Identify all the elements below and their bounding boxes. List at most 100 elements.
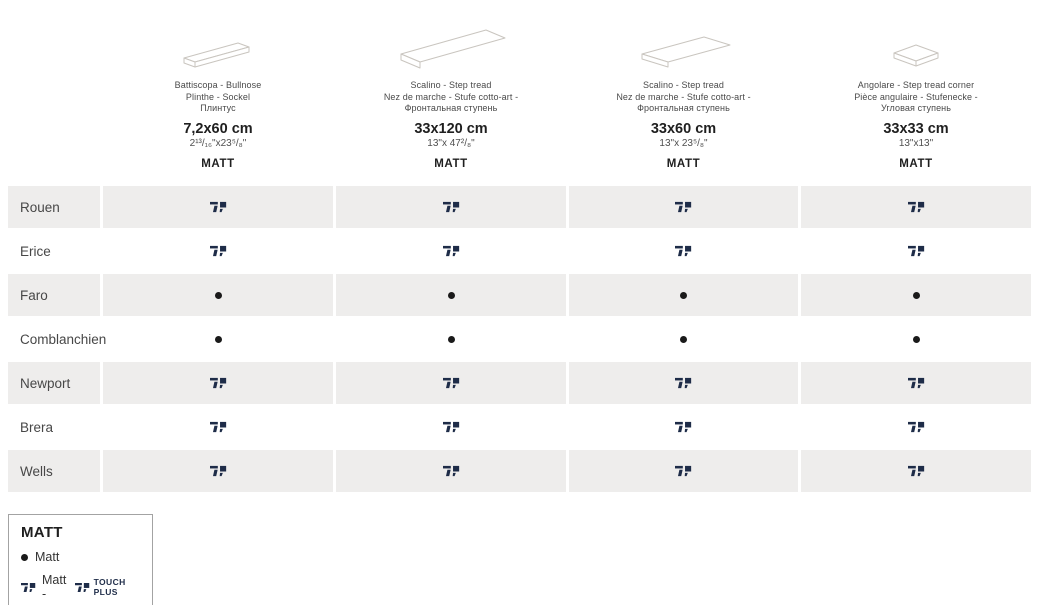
product-name-line: Battiscopa - Bullnose — [174, 80, 262, 90]
legend-item-matt: Matt — [21, 550, 142, 564]
matt-dot-icon — [680, 291, 687, 299]
matt-availability-cell — [569, 318, 798, 360]
matt-dot-icon — [447, 335, 455, 343]
touch-plus-icon — [442, 245, 459, 257]
row-label: Erice — [20, 243, 51, 259]
skirting-drawing-icon — [178, 12, 258, 72]
table-row: Erice — [8, 230, 1046, 272]
touch-plus-icon — [675, 465, 692, 477]
matt-availability-cell — [103, 274, 333, 316]
touch-plus-icon — [675, 421, 692, 433]
touch-plus-icon — [442, 377, 459, 389]
touch-plus-availability-cell — [336, 362, 566, 404]
matt-availability-cell — [569, 274, 798, 316]
matt-availability-cell — [103, 318, 333, 360]
touch-plus-icon — [442, 465, 459, 477]
column-header-angolare: Angolare - Step tread corner Pièce angul… — [801, 0, 1031, 178]
table-row: Brera — [8, 406, 1046, 448]
product-name-line: Nez de marche - Stufe cotto-art - — [383, 91, 519, 102]
size-cm-label: 7,2x60 cm — [183, 120, 253, 137]
corner-tile-drawing-icon — [888, 12, 944, 72]
touch-plus-availability-cell — [569, 450, 798, 492]
finish-label: MATT — [201, 157, 235, 170]
size-inches-label: 13"x 47²/₈" — [427, 137, 475, 149]
touch-plus-icon — [675, 377, 692, 389]
matt-availability-cell — [336, 274, 566, 316]
table-row: Comblanchien — [8, 318, 1046, 360]
matt-dot-icon — [912, 291, 920, 299]
touch-plus-icon — [442, 201, 459, 213]
matt-availability-cell — [801, 274, 1031, 316]
touch-plus-icon — [209, 201, 226, 213]
size-cm-label: 33x33 cm — [883, 120, 949, 137]
touch-plus-icon — [209, 465, 226, 477]
matt-availability-cell — [336, 318, 566, 360]
product-name-line: Scalino - Step tread — [410, 80, 492, 90]
table-row: Faro — [8, 274, 1046, 316]
touch-plus-availability-cell — [336, 230, 566, 272]
touch-plus-icon — [74, 582, 89, 592]
touch-plus-icon — [442, 421, 459, 433]
touch-plus-icon — [907, 421, 924, 433]
touch-plus-availability-cell — [801, 450, 1031, 492]
product-columns-header: Battiscopa - Bullnose Plinthe - Sockel П… — [8, 0, 1046, 178]
size-inches-label: 13"x 23⁵/₈" — [659, 137, 708, 149]
size-cm-label: 33x120 cm — [414, 120, 488, 137]
step-tread-drawing-icon — [628, 12, 740, 72]
touch-plus-availability-cell — [801, 362, 1031, 404]
table-row: Rouen — [8, 186, 1046, 228]
legend-item-matt-touch-plus: Matt - TOUCH PLUS — [21, 573, 142, 601]
matt-availability-cell — [801, 318, 1031, 360]
finish-label: MATT — [434, 157, 468, 170]
matt-dot-icon — [21, 553, 28, 561]
row-label: Wells — [8, 450, 100, 492]
touch-plus-icon — [675, 201, 692, 213]
legend-item-label: Matt — [35, 550, 60, 564]
touch-plus-availability-cell — [569, 406, 798, 448]
touch-plus-icon — [209, 245, 226, 257]
touch-plus-availability-cell — [801, 406, 1031, 448]
touch-plus-icon — [21, 582, 36, 592]
touch-plus-availability-cell — [103, 406, 333, 448]
matt-dot-icon — [214, 335, 222, 343]
touch-plus-logo-text: TOUCH PLUS — [93, 577, 126, 597]
touch-plus-icon — [209, 377, 226, 389]
column-header-scalino-60: Scalino - Step tread Nez de marche - Stu… — [569, 0, 798, 178]
touch-plus-availability-cell — [569, 362, 798, 404]
product-name-line: Угловая ступень — [880, 103, 952, 113]
touch-plus-availability-cell — [801, 230, 1031, 272]
matt-dot-icon — [680, 335, 687, 343]
touch-plus-icon — [907, 465, 924, 477]
legend-item-label: Matt - — [42, 573, 67, 601]
product-name-line: Фронтальная ступень — [404, 103, 498, 113]
product-name-line: Pièce angulaire - Stufenecke - — [854, 91, 978, 102]
row-label: Brera — [20, 419, 54, 435]
row-label: Rouen — [8, 186, 100, 228]
product-name-line: Nez de marche - Stufe cotto-art - — [616, 91, 751, 102]
header-spacer — [8, 0, 100, 178]
product-name-line: Фронтальная ступень — [637, 103, 730, 113]
product-name-line: Плинтус — [200, 103, 236, 113]
touch-plus-icon — [907, 245, 924, 257]
size-inches-label: 2¹³/₁₆"x23⁵/₈" — [189, 137, 247, 149]
size-cm-label: 33x60 cm — [650, 120, 717, 137]
matt-dot-icon — [447, 291, 455, 299]
legend-touch-symbol-slot — [21, 582, 42, 593]
product-name-line: Angolare - Step tread corner — [857, 80, 975, 90]
step-tread-long-drawing-icon — [391, 12, 511, 72]
touch-plus-availability-cell — [569, 230, 798, 272]
touch-plus-availability-cell — [103, 230, 333, 272]
touch-plus-icon — [907, 201, 924, 213]
touch-plus-availability-cell — [336, 450, 566, 492]
table-row: Wells — [8, 450, 1046, 492]
matt-dot-icon — [912, 335, 920, 343]
finish-label: MATT — [666, 157, 701, 170]
touch-plus-icon — [907, 377, 924, 389]
finish-label: MATT — [899, 157, 933, 170]
touch-plus-icon — [675, 245, 692, 257]
touch-plus-availability-cell — [103, 450, 333, 492]
matt-dot-icon — [214, 291, 222, 299]
touch-plus-availability-cell — [801, 186, 1031, 228]
product-matrix-body: Rouen Erice Faro Co — [0, 186, 1046, 492]
